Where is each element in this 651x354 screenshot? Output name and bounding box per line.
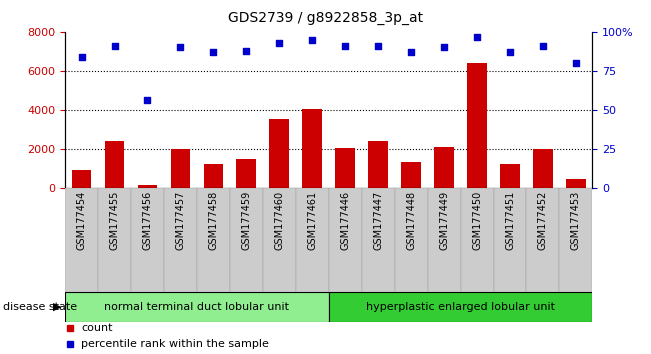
- Bar: [72, 170, 91, 188]
- Text: disease state: disease state: [3, 302, 77, 312]
- Point: [406, 49, 417, 55]
- Text: GSM177460: GSM177460: [274, 191, 284, 250]
- Bar: [171, 149, 190, 188]
- Bar: [362, 188, 395, 292]
- Text: normal terminal duct lobular unit: normal terminal duct lobular unit: [104, 302, 290, 312]
- Point: [109, 43, 120, 49]
- Text: GSM177456: GSM177456: [143, 191, 152, 250]
- Text: ▶: ▶: [53, 302, 62, 312]
- Bar: [461, 188, 493, 292]
- Bar: [230, 188, 263, 292]
- Text: hyperplastic enlarged lobular unit: hyperplastic enlarged lobular unit: [366, 302, 555, 312]
- Bar: [263, 188, 296, 292]
- Bar: [98, 188, 131, 292]
- Text: GSM177455: GSM177455: [109, 191, 120, 250]
- Bar: [197, 188, 230, 292]
- Bar: [137, 185, 158, 188]
- Bar: [434, 147, 454, 188]
- Text: GDS2739 / g8922858_3p_at: GDS2739 / g8922858_3p_at: [228, 11, 423, 25]
- Text: GSM177452: GSM177452: [538, 191, 548, 250]
- Text: GSM177448: GSM177448: [406, 191, 416, 250]
- Point: [505, 49, 515, 55]
- Point: [143, 98, 153, 103]
- Bar: [500, 164, 520, 188]
- Bar: [236, 159, 256, 188]
- Point: [439, 45, 449, 50]
- Point: [241, 48, 251, 53]
- Point: [538, 43, 548, 49]
- Bar: [566, 179, 586, 188]
- Text: GSM177450: GSM177450: [472, 191, 482, 250]
- Bar: [559, 188, 592, 292]
- Point: [175, 45, 186, 50]
- Text: GSM177451: GSM177451: [505, 191, 515, 250]
- Bar: [428, 188, 461, 292]
- Point: [274, 40, 284, 46]
- Bar: [302, 109, 322, 188]
- Bar: [527, 188, 559, 292]
- Bar: [131, 188, 164, 292]
- Text: GSM177447: GSM177447: [373, 191, 383, 250]
- Point: [76, 54, 87, 59]
- Bar: [296, 188, 329, 292]
- Bar: [329, 188, 362, 292]
- Bar: [335, 148, 355, 188]
- Point: [340, 43, 350, 49]
- Bar: [395, 188, 428, 292]
- Bar: [467, 63, 487, 188]
- Point: [208, 49, 219, 55]
- Point: [307, 37, 318, 42]
- Text: GSM177446: GSM177446: [340, 191, 350, 250]
- Bar: [401, 162, 421, 188]
- Text: GSM177457: GSM177457: [176, 191, 186, 250]
- Text: percentile rank within the sample: percentile rank within the sample: [81, 339, 269, 349]
- Text: GSM177458: GSM177458: [208, 191, 218, 250]
- Text: count: count: [81, 323, 113, 333]
- Text: GSM177453: GSM177453: [571, 191, 581, 250]
- Bar: [493, 188, 527, 292]
- Bar: [204, 164, 223, 188]
- FancyBboxPatch shape: [329, 292, 592, 322]
- Text: GSM177454: GSM177454: [77, 191, 87, 250]
- Text: GSM177449: GSM177449: [439, 191, 449, 250]
- Point: [373, 43, 383, 49]
- Point: [472, 34, 482, 39]
- Bar: [65, 188, 98, 292]
- Text: GSM177459: GSM177459: [242, 191, 251, 250]
- Bar: [533, 149, 553, 188]
- Text: GSM177461: GSM177461: [307, 191, 317, 250]
- Point: [571, 60, 581, 66]
- Bar: [105, 141, 124, 188]
- Bar: [164, 188, 197, 292]
- FancyBboxPatch shape: [65, 292, 329, 322]
- Bar: [368, 141, 388, 188]
- Bar: [270, 120, 289, 188]
